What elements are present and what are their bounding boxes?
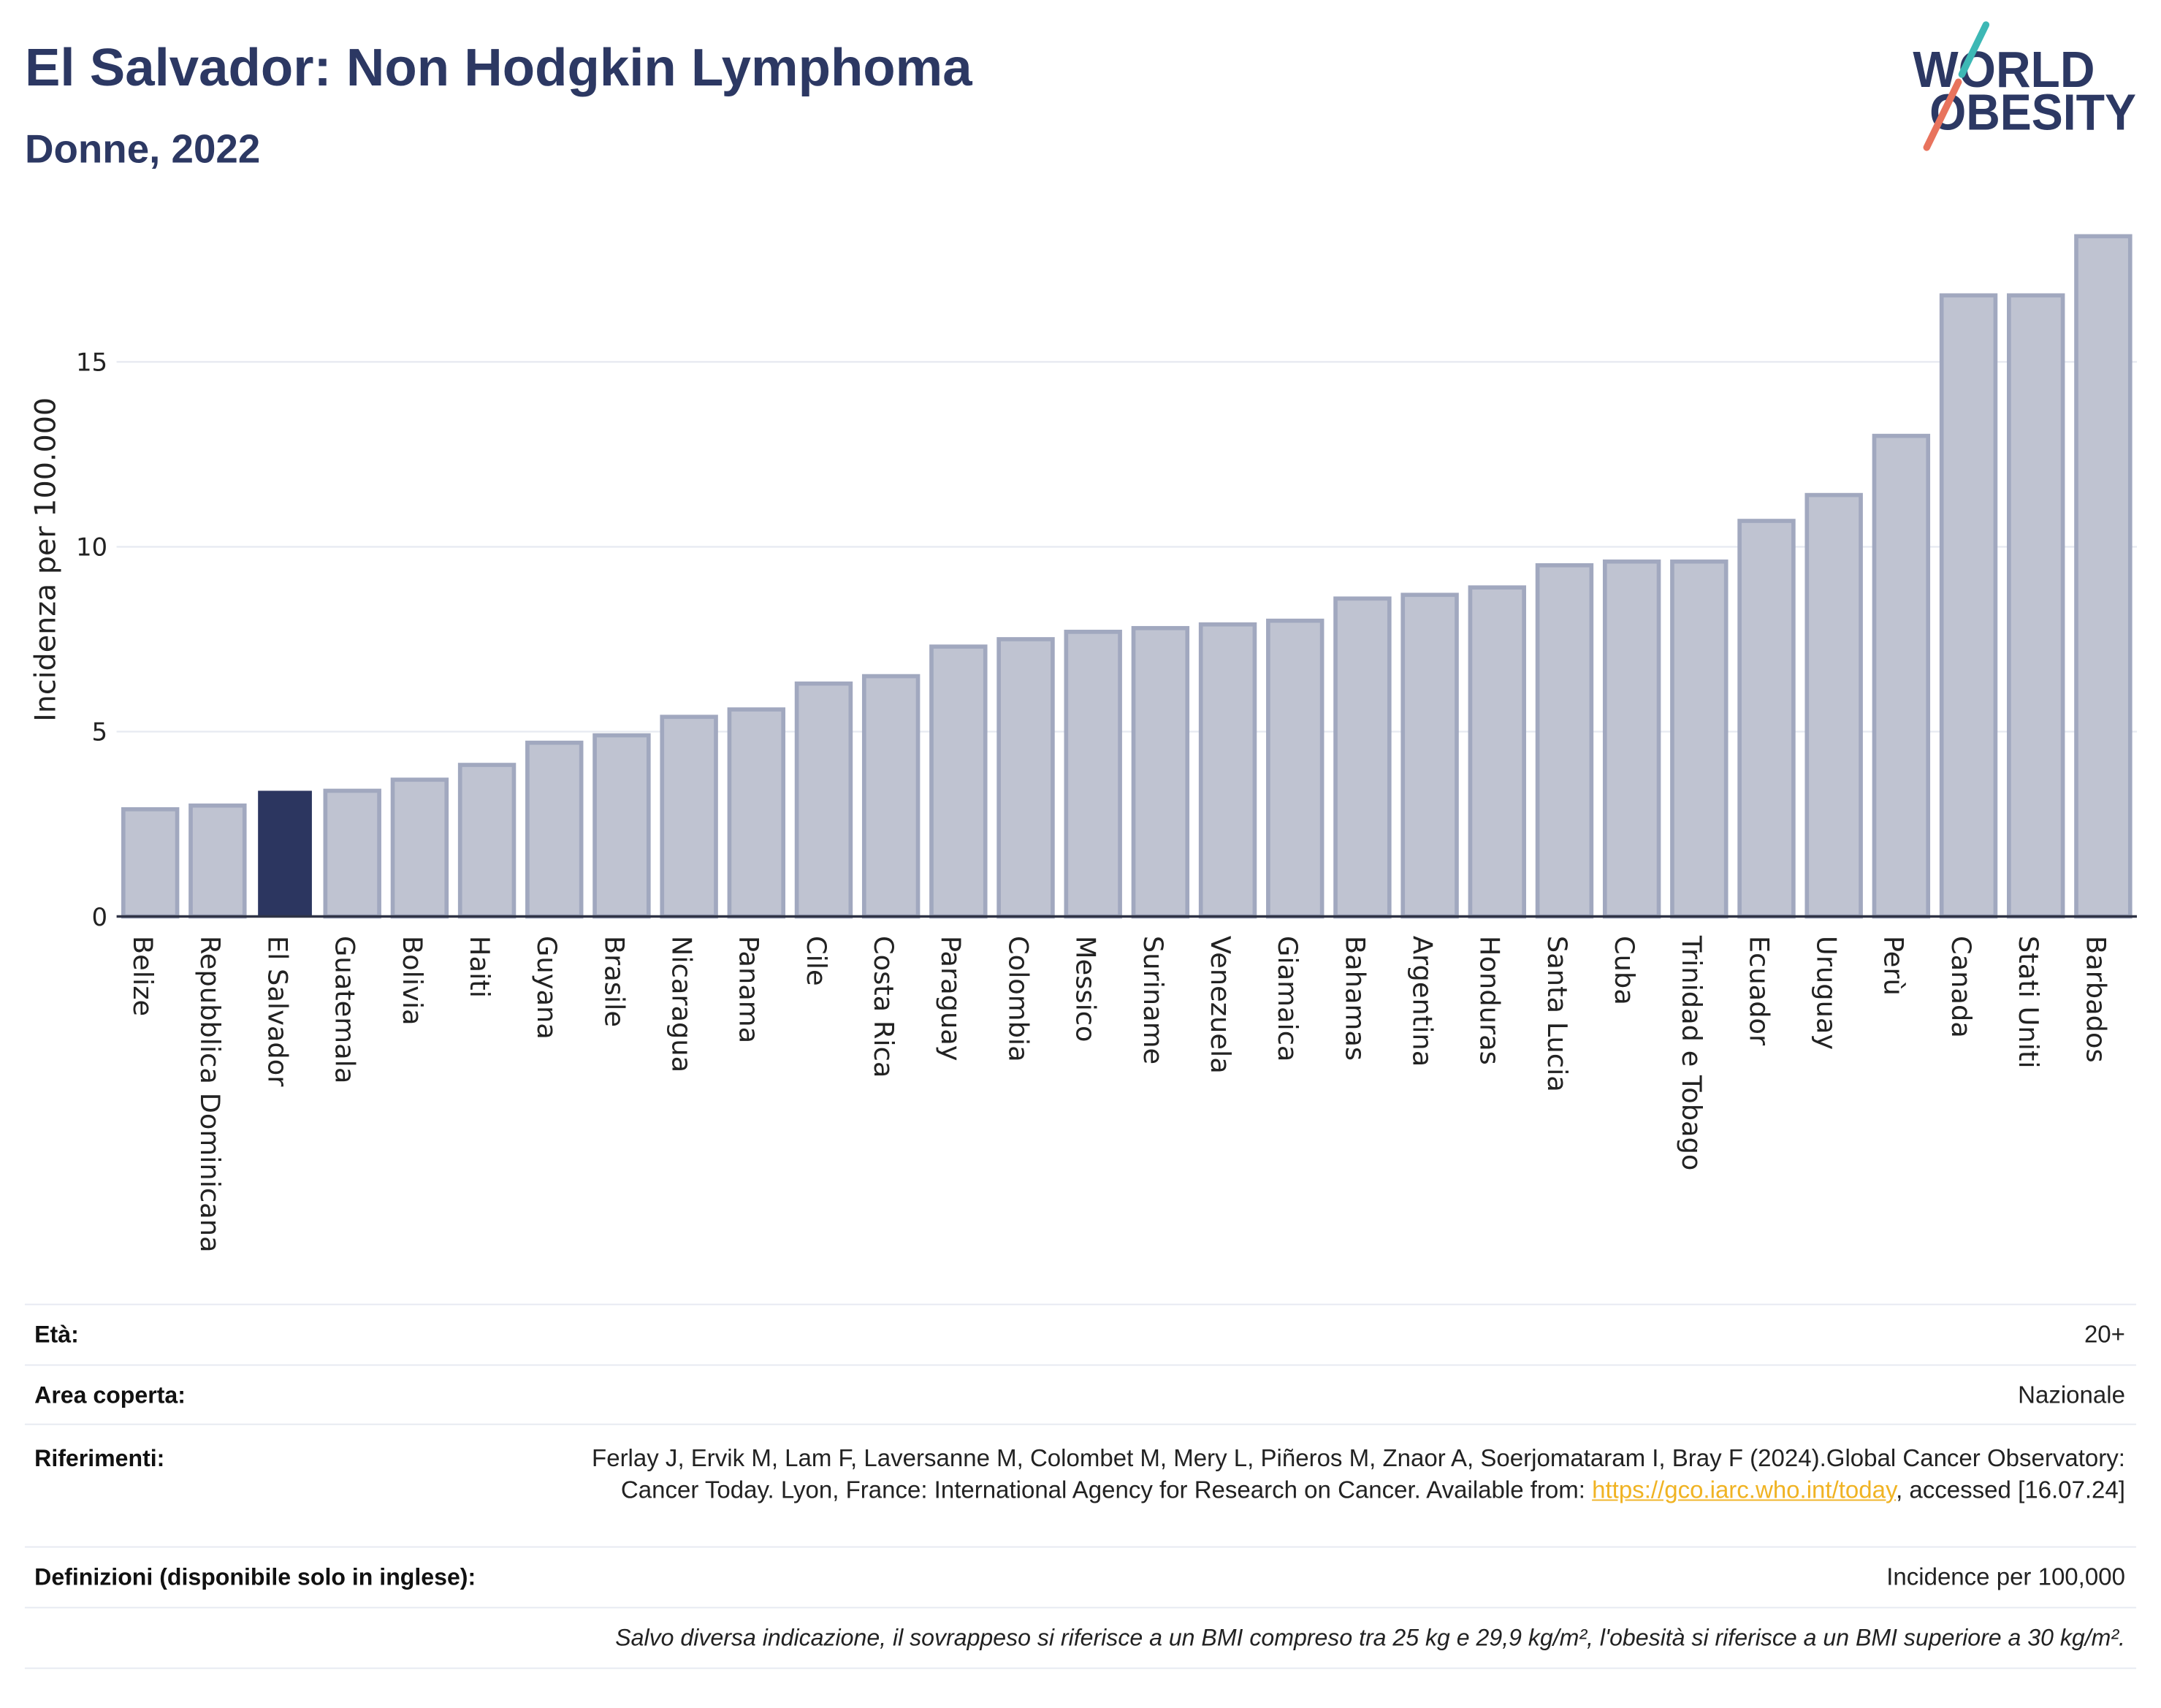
y-axis-label: Incidenza per 100.000 [28,397,62,722]
info-row-age: Età: 20+ [24,1305,2137,1366]
bmi-note: Salvo diversa indicazione, il sovrappeso… [615,1625,2125,1652]
references-accessed: , accessed [16.07.24] [1896,1476,2125,1504]
x-tick-label: Giamaica [1272,936,1303,1062]
bar-belize [121,807,180,919]
bar-honduras [1468,585,1526,919]
world-obesity-logo: WORLD OBESITY [1913,21,2136,151]
x-tick-label: Bahamas [1339,936,1371,1061]
bar-santa-lucia [1535,563,1594,919]
x-tick-label: Venezuela [1205,936,1236,1074]
area-value: Nazionale [2018,1380,2125,1408]
x-tick-label: Cile [801,936,832,986]
bar-haiti [457,763,517,919]
x-tick-label: Argentina [1406,936,1438,1067]
x-tick-label: Santa Lucia [1541,936,1573,1092]
definitions-value: Incidence per 100,000 [1886,1563,2125,1590]
x-tick-label: Haiti [464,936,495,998]
x-tick-label: Paraguay [935,936,967,1061]
bar-peru [1872,433,1931,919]
y-tick-label: 15 [76,348,107,378]
references-value: Ferlay J, Ervik M, Lam F, Laversanne M, … [575,1443,2125,1506]
x-tick-label: Uruguay [1811,936,1842,1050]
x-tick-label: Barbados [2080,936,2111,1063]
logo-slash-teal [1958,21,1990,78]
bar-bahamas [1333,596,1392,919]
x-tick-label: Stati Uniti [2013,936,2044,1069]
gridlines [116,361,2137,733]
x-tick-label: Belize [127,936,159,1016]
definitions-label: Definizioni (disponibile solo in inglese… [34,1564,476,1590]
bar-el-salvador-highlighted [258,790,312,917]
bar-argentina [1400,592,1459,919]
bar-barbados [2074,234,2133,919]
page-subtitle: Donne, 2022 [24,128,261,172]
x-tick-label: Repubblica Dominicana [194,936,226,1253]
bar-suriname [1131,625,1190,919]
bar-trinidad-e-tobago [1670,559,1729,919]
bar-cile [794,681,853,919]
bar-giamaica [1266,618,1325,919]
bar-stati-uniti [2007,293,2065,919]
x-tick-label: El Salvador [262,936,293,1087]
x-tick-label: Brasile [598,936,630,1027]
x-tick-label: Messico [1070,936,1102,1042]
bar-messico [1064,630,1122,919]
info-table: Età: 20+ Area coperta: Nazionale Riferim… [24,1303,2137,1669]
x-tick-label: Guyana [531,936,563,1040]
x-tick-label: Canada [1945,936,1977,1038]
info-row-references: Riferimenti: Ferlay J, Ervik M, Lam F, L… [24,1425,2137,1548]
bar-guyana [525,740,584,919]
bar-ecuador [1737,519,1796,919]
info-row-area: Area coperta: Nazionale [24,1366,2137,1425]
x-axis: Belize Repubblica Dominicana El Salvador Gu… [127,935,2111,1253]
info-row-definitions: Definizioni (disponibile solo in inglese… [24,1548,2137,1609]
logo-text-obesity: OBESITY [1929,83,2136,140]
bar-cuba [1602,559,1661,919]
x-tick-label: Honduras [1474,936,1506,1065]
x-tick-label: Costa Rica [868,936,899,1078]
age-label: Età: [34,1322,79,1348]
x-tick-label: Nicaragua [666,936,697,1072]
bars [121,234,2133,919]
y-tick-label: 5 [92,718,108,747]
x-tick-label: Bolivia [397,936,428,1026]
age-value: 20+ [2084,1320,2125,1348]
bar-brasile [592,733,651,919]
y-axis: 0 5 10 15 Incidenza per 100.000 [28,348,107,932]
logo-text-world: WORLD [1913,41,2095,98]
x-tick-label: Guatemala [329,936,361,1083]
references-link[interactable]: https://gco.iarc.who.int/today [1592,1476,1897,1504]
y-tick-label: 0 [92,903,108,932]
bar-uruguay [1804,492,1863,919]
x-tick-label: Suriname [1137,936,1169,1064]
x-tick-label: Cuba [1609,936,1640,1005]
bar-nicaragua [660,714,718,919]
x-tick-label: Ecuador [1743,936,1775,1046]
bar-costa-rica [861,674,921,919]
x-tick-label: Colombia [1002,936,1034,1062]
bar-guatemala [323,788,381,919]
area-label: Area coperta: [34,1381,186,1408]
bar-panama [727,707,786,919]
references-label: Riferimenti: [34,1445,165,1472]
bar-repubblica-dominicana [188,803,247,919]
logo-slash-coral [1923,78,1962,151]
bar-chart: 0 5 10 15 Incidenza per 100.000 Belize Repubbl… [28,234,2137,1253]
x-tick-label: Perù [1878,936,1910,996]
bar-paraguay [929,644,988,919]
x-tick-label: Trinidad e Tobago [1676,935,1707,1171]
bar-venezuela [1198,622,1257,919]
page-title: El Salvador: Non Hodgkin Lymphoma [24,38,972,98]
x-tick-label: Panama [733,936,765,1043]
bar-canada [1939,293,1998,919]
references-text: Ferlay J, Ervik M, Lam F, Laversanne M, … [592,1444,2125,1504]
bar-bolivia [390,777,449,919]
info-row-note: Salvo diversa indicazione, il sovrappeso… [24,1609,2137,1669]
y-tick-label: 10 [76,533,107,563]
bar-colombia [996,637,1055,919]
